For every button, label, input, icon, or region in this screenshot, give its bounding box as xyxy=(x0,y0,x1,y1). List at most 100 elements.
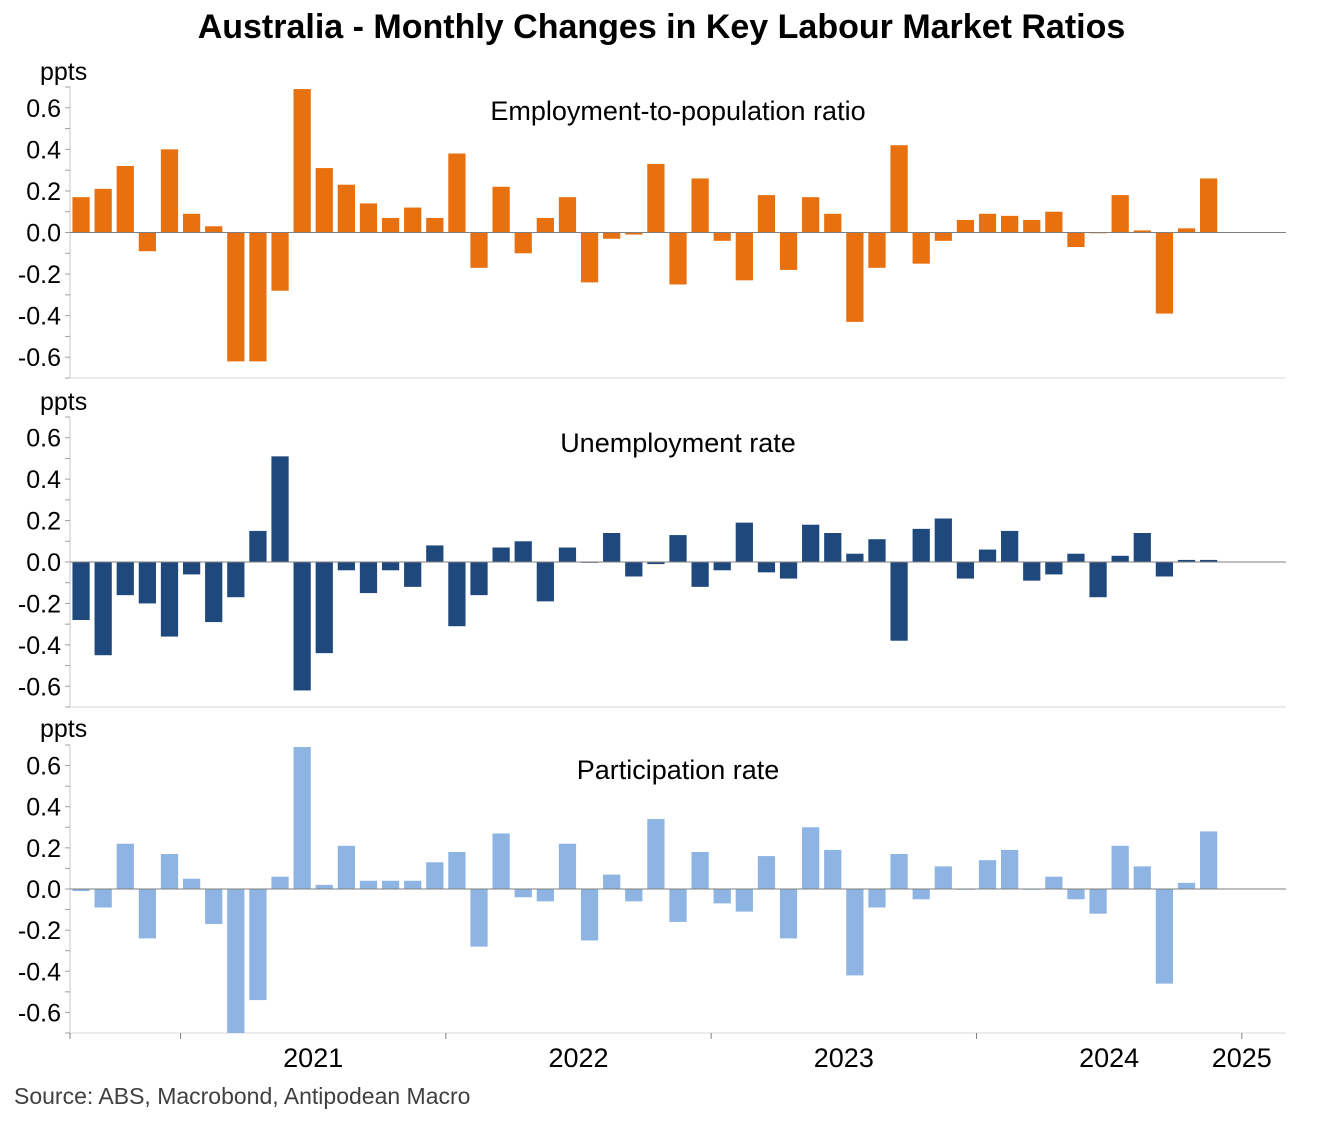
x-tick-label: 2024 xyxy=(1079,1043,1139,1073)
bar xyxy=(381,880,400,889)
y-tick-label: 0.2 xyxy=(26,508,61,536)
bar xyxy=(381,562,400,571)
bar xyxy=(470,232,488,268)
bar xyxy=(448,851,466,889)
bar xyxy=(846,553,864,562)
panel-2: -0.6 -0.4 -0.2 0.0 0.2 0.4 0.6 ppts Unemployment… xyxy=(18,388,1286,708)
bar xyxy=(116,843,134,889)
bar xyxy=(824,533,842,562)
bar xyxy=(94,562,112,656)
bar xyxy=(779,889,798,939)
bar xyxy=(1067,889,1085,900)
bar xyxy=(182,213,201,233)
bar xyxy=(669,535,687,562)
bar xyxy=(293,562,311,691)
bar xyxy=(536,889,554,902)
bar xyxy=(1001,849,1019,889)
bar xyxy=(514,541,532,562)
bar xyxy=(868,539,886,562)
bar xyxy=(426,217,444,233)
bar xyxy=(890,562,908,641)
y-tick-label: -0.2 xyxy=(18,917,61,945)
bar xyxy=(271,232,289,291)
bar xyxy=(735,232,753,281)
bar xyxy=(249,232,267,362)
bar xyxy=(315,168,333,233)
bar xyxy=(1045,211,1063,233)
bar xyxy=(359,562,378,594)
bar xyxy=(713,562,731,571)
bar xyxy=(757,562,776,573)
bar xyxy=(138,889,157,939)
bar xyxy=(1111,845,1129,889)
bar xyxy=(1155,889,1174,984)
y-tick-label: 0.6 xyxy=(26,753,61,781)
y-tick-label: -0.4 xyxy=(18,632,61,660)
bar xyxy=(205,562,223,623)
bar xyxy=(713,889,731,904)
bar xyxy=(205,889,223,924)
bar xyxy=(1045,876,1063,889)
bar xyxy=(1133,533,1151,562)
bar xyxy=(182,562,201,575)
bar xyxy=(890,145,908,233)
bar xyxy=(315,884,333,889)
bar xyxy=(160,854,179,889)
bar xyxy=(824,849,842,889)
bar xyxy=(779,562,798,579)
bar xyxy=(492,547,510,562)
x-tick-label: 2025 xyxy=(1212,1043,1272,1073)
bar xyxy=(824,213,842,233)
bar xyxy=(1089,889,1107,914)
panel-title: Employment-to-population ratio xyxy=(490,96,865,126)
bar xyxy=(536,562,554,602)
bar xyxy=(1111,195,1129,233)
y-tick-label: 0.0 xyxy=(26,220,61,248)
y-tick-label: 0.2 xyxy=(26,178,61,206)
bar xyxy=(337,184,355,233)
y-tick-label: 0.4 xyxy=(26,466,61,494)
y-tick-label: -0.2 xyxy=(18,261,61,289)
bar xyxy=(249,889,267,1001)
y-unit-label: ppts xyxy=(40,715,87,743)
bar xyxy=(337,562,355,571)
bar xyxy=(426,862,444,889)
bar xyxy=(625,889,643,902)
y-tick-label: -0.6 xyxy=(18,344,61,372)
bar xyxy=(1199,831,1218,889)
bar xyxy=(691,851,709,889)
bar xyxy=(625,562,643,577)
bar xyxy=(359,880,378,889)
bar xyxy=(912,889,930,900)
bar xyxy=(116,165,134,233)
bar xyxy=(72,562,90,620)
panel-title: Unemployment rate xyxy=(560,428,796,458)
bar xyxy=(160,562,179,637)
bar xyxy=(647,819,665,889)
bar xyxy=(94,889,112,908)
y-tick-label: 0.0 xyxy=(26,549,61,577)
bar xyxy=(802,197,820,233)
bar xyxy=(138,562,157,604)
panel-3: -0.6 -0.4 -0.2 0.0 0.2 0.4 0.6 ppts Participatio… xyxy=(18,715,1286,1034)
bar xyxy=(1177,882,1196,889)
bar xyxy=(1133,230,1151,233)
bar xyxy=(978,213,997,233)
bar xyxy=(1001,530,1019,562)
bar xyxy=(846,889,864,976)
bar xyxy=(72,197,90,233)
bar xyxy=(293,747,311,889)
bar xyxy=(691,178,709,233)
bar xyxy=(470,889,488,947)
bar xyxy=(934,518,952,562)
bar xyxy=(72,889,90,892)
bar xyxy=(580,889,599,941)
bar xyxy=(558,843,577,889)
bar xyxy=(1089,562,1107,598)
bar xyxy=(315,562,333,654)
bar xyxy=(934,866,952,889)
chart-title: Australia - Monthly Changes in Key Labou… xyxy=(197,8,1126,46)
bar xyxy=(381,217,400,233)
bar xyxy=(492,833,510,889)
